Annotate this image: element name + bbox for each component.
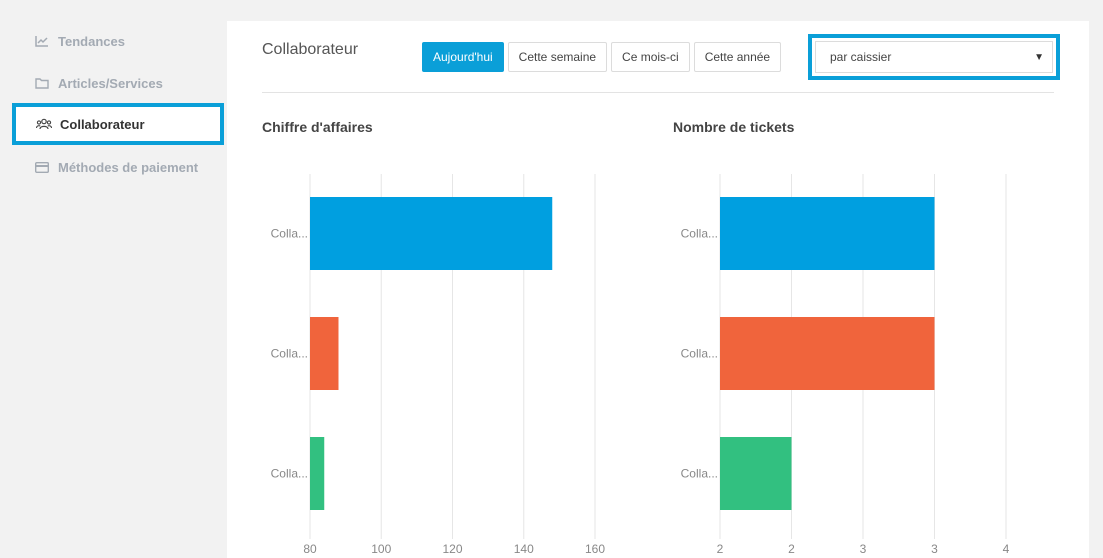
tickets-x-tick-label: 2: [717, 542, 724, 556]
this-year-button[interactable]: Cette année: [693, 42, 782, 72]
group-by-select[interactable]: par caissier ▼: [815, 41, 1053, 73]
sidebar-item-methodes-de-paiement[interactable]: Méthodes de paiement: [12, 148, 224, 186]
sidebar-item-label: Méthodes de paiement: [58, 159, 199, 175]
main-panel: Collaborateur Aujourd'hui Cette semaine …: [227, 21, 1089, 558]
sidebar-item-label: Articles/Services: [58, 75, 163, 91]
tickets-x-tick-label: 3: [860, 542, 867, 556]
users-icon: [36, 116, 52, 132]
sidebar-item-collaborateur[interactable]: Collaborateur: [12, 103, 224, 145]
tickets-category-label: Colla...: [681, 227, 718, 241]
revenue-bar[interactable]: [310, 317, 339, 390]
chart-title-revenue: Chiffre d'affaires: [262, 119, 373, 135]
revenue-bar-chart: 80 100 120 140 160 Colla... Colla... Colla...: [271, 174, 605, 556]
this-month-button[interactable]: Ce mois-ci: [611, 42, 690, 72]
sidebar-item-articles-services[interactable]: Articles/Services: [12, 64, 224, 102]
revenue-category-label: Colla...: [271, 467, 308, 481]
tickets-x-tick-label: 3: [931, 542, 938, 556]
tickets-x-tick-label: 4: [1003, 542, 1010, 556]
credit-card-icon: [34, 159, 50, 175]
revenue-x-tick-label: 160: [585, 542, 605, 556]
revenue-category-label: Colla...: [271, 347, 308, 361]
caret-down-icon: ▼: [1034, 51, 1044, 63]
revenue-category-label: Colla...: [271, 227, 308, 241]
header-divider: [262, 92, 1054, 93]
sidebar-item-label: Collaborateur: [60, 116, 145, 132]
tickets-bar[interactable]: [720, 317, 935, 390]
group-by-select-value: par caissier: [830, 50, 892, 64]
period-button-group: Aujourd'hui Cette semaine Ce mois-ci Cet…: [422, 42, 785, 72]
tickets-bar[interactable]: [720, 197, 935, 270]
sidebar-item-tendances[interactable]: Tendances: [12, 22, 224, 60]
tickets-category-label: Colla...: [681, 347, 718, 361]
group-by-select-highlight: par caissier ▼: [808, 34, 1060, 80]
revenue-x-tick-label: 100: [371, 542, 391, 556]
sidebar-item-label: Tendances: [58, 33, 125, 49]
trend-icon: [34, 33, 50, 49]
tickets-x-tick-label: 2: [788, 542, 795, 556]
chart-title-tickets: Nombre de tickets: [673, 119, 795, 135]
folder-icon: [34, 75, 50, 91]
tickets-bar[interactable]: [720, 437, 792, 510]
revenue-x-tick-label: 140: [514, 542, 534, 556]
revenue-x-tick-label: 80: [303, 542, 317, 556]
this-week-button[interactable]: Cette semaine: [507, 42, 608, 72]
revenue-x-tick-label: 120: [442, 542, 462, 556]
revenue-bar[interactable]: [310, 437, 325, 510]
revenue-bar[interactable]: [310, 197, 553, 270]
page-title: Collaborateur: [262, 41, 359, 58]
tickets-bar-chart: 2 2 3 3 4 Colla... Colla... Colla...: [681, 174, 1010, 556]
sidebar: Tendances Articles/Services Collaborateu…: [0, 0, 226, 558]
tickets-category-label: Colla...: [681, 467, 718, 481]
today-button[interactable]: Aujourd'hui: [422, 42, 504, 72]
